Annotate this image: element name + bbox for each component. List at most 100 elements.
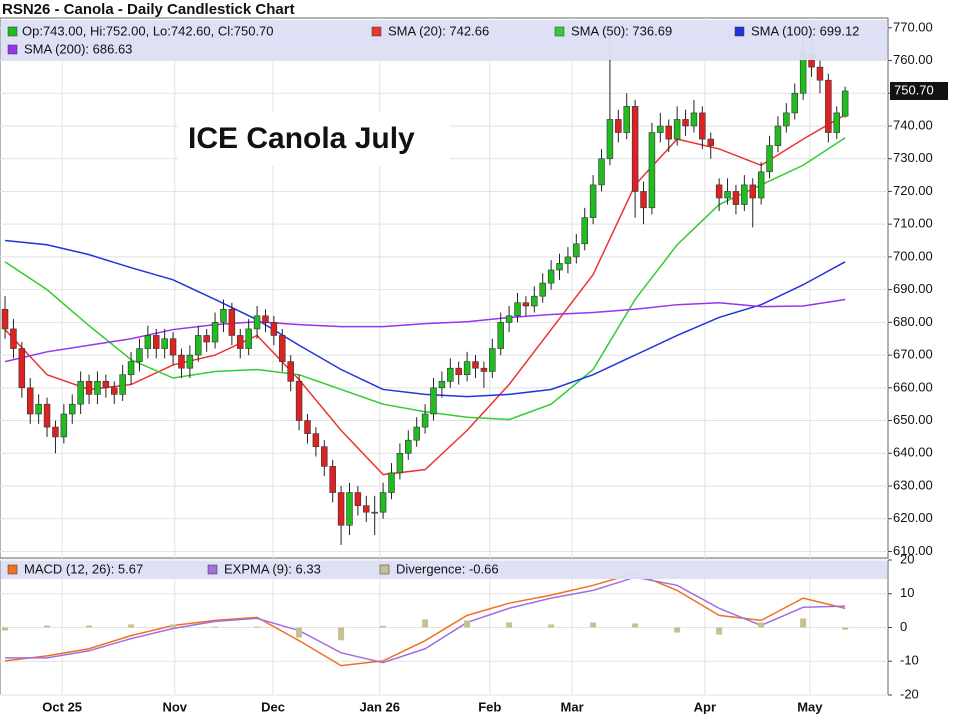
divergence-bar xyxy=(716,627,723,635)
candle-body xyxy=(211,322,219,343)
legend-swatch xyxy=(371,26,382,37)
candle-body xyxy=(741,184,748,205)
candle-body xyxy=(77,380,84,405)
candle-body xyxy=(94,380,101,395)
candle-body xyxy=(354,492,362,506)
candle-body xyxy=(547,269,555,284)
candle-body xyxy=(724,191,731,199)
candle-body xyxy=(791,92,798,114)
candle-body xyxy=(447,367,454,382)
legend-swatch xyxy=(379,564,390,575)
indicator-line xyxy=(4,572,846,667)
y-tick-label: 710.00 xyxy=(893,216,933,231)
divergence-bar xyxy=(422,619,429,628)
y-tick-label: 20 xyxy=(900,551,914,566)
candle-body xyxy=(699,112,706,140)
divergence-bar xyxy=(380,625,387,628)
y-tick-label: 10 xyxy=(900,585,914,600)
y-tick-label: 680.00 xyxy=(893,314,933,329)
candle-body xyxy=(329,466,336,493)
y-tick-label: 0 xyxy=(900,619,907,634)
divergence-bar xyxy=(632,623,639,628)
legend-label: SMA (50): 736.69 xyxy=(571,23,672,38)
divergence-bar xyxy=(254,626,261,628)
ohlc-label: Op:743.00, Hi:752.00, Lo:742.60, Cl:750.… xyxy=(22,23,274,38)
candle-body xyxy=(18,348,26,389)
candle-body xyxy=(505,315,513,323)
candle-body xyxy=(111,387,118,395)
candle-body xyxy=(489,348,496,372)
candle-body xyxy=(438,380,446,389)
divergence-bar xyxy=(170,624,177,628)
candle-body xyxy=(60,413,68,438)
candle-body xyxy=(430,387,437,415)
candle-body xyxy=(321,446,328,467)
candle-body xyxy=(195,335,202,356)
candle-body xyxy=(665,125,672,140)
candle-body xyxy=(203,335,210,343)
candle-body xyxy=(245,328,252,349)
legend-label: SMA (20): 742.66 xyxy=(388,23,489,38)
x-tick-label: Nov xyxy=(162,699,187,714)
candle-body xyxy=(531,295,538,307)
candle-body xyxy=(371,511,378,514)
candle-body xyxy=(237,335,244,349)
candle-body xyxy=(732,191,740,205)
candle-body xyxy=(363,505,370,513)
candle-body xyxy=(287,361,294,382)
y-tick-label: 660.00 xyxy=(893,379,933,394)
candle-body xyxy=(707,138,714,146)
candle-body xyxy=(631,106,639,192)
y-tick-label: 770.00 xyxy=(893,19,933,34)
candle-body xyxy=(346,492,353,526)
candle-body xyxy=(169,338,177,356)
candle-body xyxy=(379,492,387,513)
candle-body xyxy=(312,433,320,448)
candle-body xyxy=(1,308,9,330)
candle-body xyxy=(295,380,303,421)
y-tick-label: 610.00 xyxy=(893,543,933,558)
divergence-bar xyxy=(842,627,849,630)
candle-body xyxy=(102,380,110,389)
legend-swatch xyxy=(554,26,565,37)
sma-line xyxy=(4,114,846,476)
candle-body xyxy=(556,263,563,271)
divergence-bar xyxy=(44,625,51,628)
candle-body xyxy=(337,492,345,526)
divergence-bar xyxy=(296,627,303,638)
divergence-bar xyxy=(674,627,681,633)
candle-body xyxy=(589,184,597,218)
candle-body xyxy=(153,335,160,349)
candle-body xyxy=(85,380,93,395)
candle-body xyxy=(186,354,194,369)
y-tick-label: 630.00 xyxy=(893,477,933,492)
x-tick-label: Jan 26 xyxy=(359,699,399,714)
candle-body xyxy=(816,66,824,81)
candle-body xyxy=(690,112,698,127)
legend-label: EXPMA (9): 6.33 xyxy=(224,561,321,576)
candle-body xyxy=(220,308,227,323)
y-tick-label: 720.00 xyxy=(893,183,933,198)
candle-body xyxy=(119,374,126,395)
candle-body xyxy=(841,90,849,117)
divergence-bar xyxy=(758,622,765,628)
candle-body xyxy=(27,387,34,415)
candle-body xyxy=(682,119,689,127)
divergence-bar xyxy=(506,622,513,628)
candle-body xyxy=(480,367,488,372)
y-tick-label: 650.00 xyxy=(893,412,933,427)
candle-body xyxy=(774,125,782,146)
plot-area xyxy=(0,17,889,559)
candle-body xyxy=(161,338,168,349)
divergence-bar xyxy=(86,625,93,628)
legend-label: SMA (100): 699.12 xyxy=(751,23,859,38)
y-tick-label: 640.00 xyxy=(893,445,933,460)
candle-body xyxy=(69,403,76,415)
y-tick-label: 690.00 xyxy=(893,281,933,296)
y-tick-label: 730.00 xyxy=(893,150,933,165)
candle-body xyxy=(648,132,656,209)
y-tick-label: 700.00 xyxy=(893,248,933,263)
candle-body xyxy=(413,426,420,441)
candle-body xyxy=(573,243,580,258)
y-tick-label: 760.00 xyxy=(893,52,933,67)
